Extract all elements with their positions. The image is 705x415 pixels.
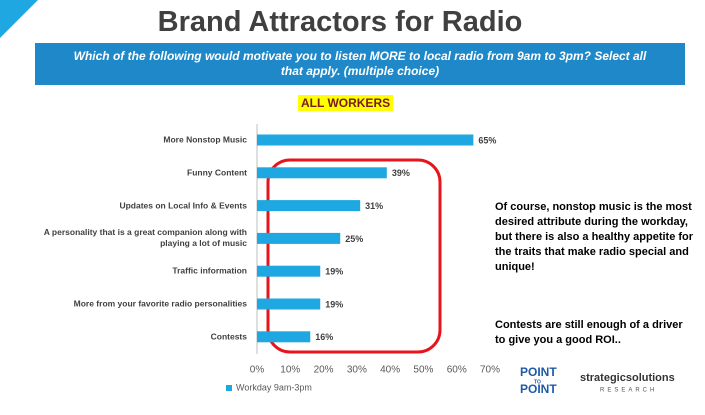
corner-triangle bbox=[0, 0, 38, 38]
legend-label: Workday 9am-3pm bbox=[236, 382, 312, 392]
x-tick-label: 60% bbox=[447, 365, 467, 376]
bar bbox=[257, 298, 321, 310]
data-label: 39% bbox=[392, 168, 410, 178]
question-banner: Which of the following would motivate yo… bbox=[35, 43, 685, 85]
category-label: More Nonstop Music bbox=[163, 134, 247, 145]
data-label: 19% bbox=[325, 299, 343, 309]
bar bbox=[257, 331, 311, 343]
logo-text: POINT bbox=[520, 365, 557, 379]
data-label: 16% bbox=[315, 332, 333, 342]
category-label: Funny Content bbox=[187, 167, 247, 178]
logo-text: TO bbox=[534, 379, 541, 385]
x-tick-label: 0% bbox=[250, 365, 265, 376]
highlight-box bbox=[266, 158, 442, 354]
x-tick-label: 50% bbox=[413, 365, 433, 376]
annotation: Contests are still enough of a driver to… bbox=[495, 319, 683, 346]
annotation: Of course, nonstop music is the most des… bbox=[495, 201, 694, 273]
category-label: More from your favorite radio personalit… bbox=[73, 298, 247, 309]
bar bbox=[257, 265, 321, 277]
bar bbox=[257, 167, 387, 179]
category-label: A personality that is a great companion … bbox=[43, 227, 247, 249]
logo-text: strategicsolutions bbox=[580, 372, 675, 384]
title: Brand Attractors for Radio bbox=[157, 6, 523, 38]
x-tick-label: 70% bbox=[480, 365, 500, 376]
data-label: 19% bbox=[325, 267, 343, 277]
bar bbox=[257, 200, 361, 212]
category-label: Updates on Local Info & Events bbox=[119, 200, 247, 211]
data-label: 25% bbox=[345, 234, 363, 244]
x-tick-label: 10% bbox=[280, 365, 300, 376]
bar bbox=[257, 134, 474, 146]
category-label: Contests bbox=[210, 331, 247, 342]
x-tick-label: 20% bbox=[314, 365, 334, 376]
data-label: 65% bbox=[478, 135, 496, 145]
legend-swatch bbox=[226, 385, 232, 391]
bar bbox=[257, 232, 341, 244]
category-label: Traffic information bbox=[172, 265, 247, 276]
x-tick-label: 30% bbox=[347, 365, 367, 376]
question: Which of the following would motivate yo… bbox=[73, 49, 647, 78]
segment-label: ALL WORKERS bbox=[298, 95, 394, 111]
logo-text: RESEARCH bbox=[600, 388, 657, 394]
data-label: 31% bbox=[365, 201, 383, 211]
x-tick-label: 40% bbox=[380, 365, 400, 376]
logo-text: POINT bbox=[520, 382, 557, 396]
